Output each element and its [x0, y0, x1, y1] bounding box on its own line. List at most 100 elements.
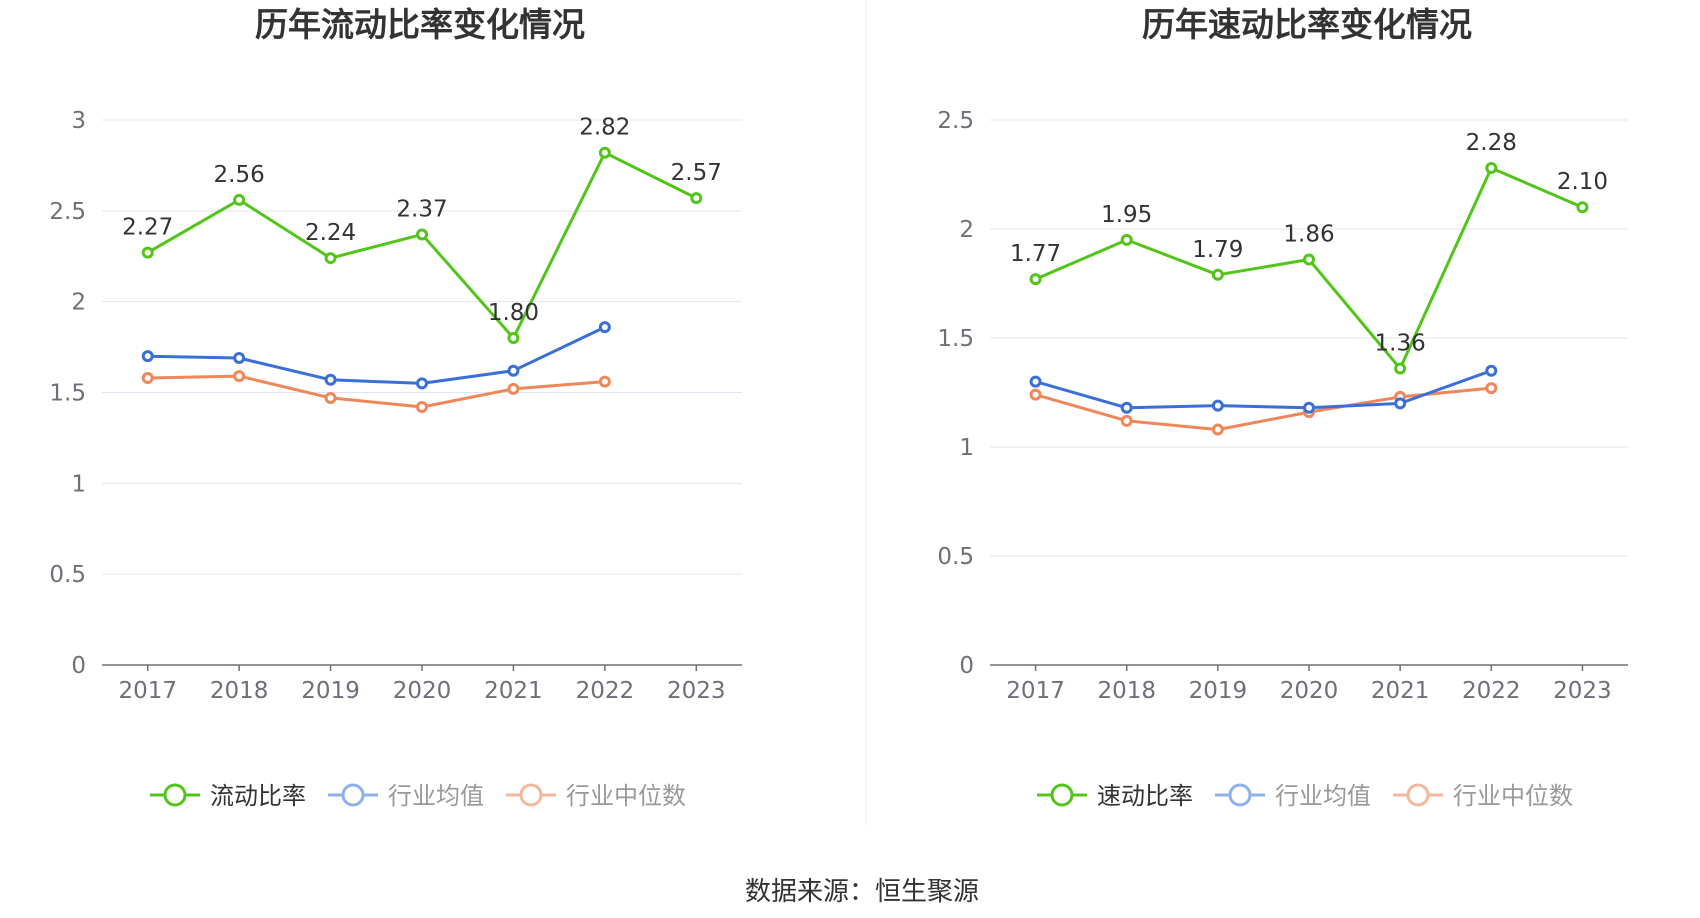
x-tick-label: 2023	[1553, 678, 1612, 704]
legend-label: 行业均值	[1275, 782, 1371, 810]
chart-title: 历年流动比率变化情况	[255, 5, 585, 44]
series-line-1	[147, 325, 606, 385]
data-point[interactable]	[1576, 201, 1589, 214]
legend-item-1[interactable]: 行业均值	[328, 782, 484, 810]
data-point[interactable]	[416, 377, 428, 390]
x-tick-label: 2021	[484, 678, 543, 704]
data-point[interactable]	[416, 228, 428, 241]
legend-label: 行业中位数	[1453, 782, 1573, 810]
data-label: 1.77	[1010, 241, 1061, 267]
y-tick-label: 1	[71, 471, 86, 497]
y-tick-label: 2	[959, 217, 974, 243]
legend-item-2[interactable]: 行业中位数	[1393, 782, 1573, 810]
data-label: 2.82	[579, 115, 630, 141]
data-point[interactable]	[507, 364, 520, 377]
data-point[interactable]	[324, 252, 337, 265]
quick-ratio-chart: 历年速动比率变化情况 0 0.5 1 1.5 2 2.5 2017 2018 2019 2020 20…	[937, 5, 1628, 810]
data-label: 2.27	[122, 215, 173, 241]
x-tick-label: 2019	[301, 678, 360, 704]
legend-marker-icon	[519, 783, 543, 807]
data-point[interactable]	[324, 391, 337, 404]
legend-item-0[interactable]: 速动比率	[1037, 782, 1193, 810]
legend-label: 行业中位数	[566, 782, 686, 810]
legend-marker-icon	[341, 783, 365, 807]
data-point[interactable]	[141, 246, 154, 259]
data-point[interactable]	[233, 351, 246, 364]
data-point[interactable]	[141, 371, 154, 384]
data-point[interactable]	[1485, 382, 1498, 395]
data-point[interactable]	[598, 375, 611, 388]
data-source-label: 数据来源：恒生聚源	[745, 877, 979, 907]
data-point[interactable]	[1120, 233, 1133, 246]
y-tick-label: 0	[71, 653, 86, 679]
data-point[interactable]	[1485, 364, 1498, 377]
x-tick-label: 2020	[1280, 678, 1339, 704]
y-tick-label: 2.5	[937, 108, 974, 134]
y-tick-label: 1	[959, 435, 974, 461]
y-tick-label: 0.5	[49, 562, 86, 588]
legend-item-2[interactable]: 行业中位数	[506, 782, 686, 810]
y-tick-label: 0	[959, 653, 974, 679]
data-point[interactable]	[1211, 423, 1224, 436]
x-tick-label: 2017	[118, 678, 177, 704]
y-tick-label: 3	[71, 108, 86, 134]
data-point[interactable]	[324, 373, 337, 386]
legend-label: 行业均值	[388, 782, 484, 810]
data-point[interactable]	[1394, 397, 1407, 410]
data-point[interactable]	[1303, 401, 1315, 414]
data-point[interactable]	[1394, 362, 1407, 375]
data-point[interactable]	[233, 193, 246, 206]
legend-item-0[interactable]: 流动比率	[150, 782, 306, 810]
data-point[interactable]	[141, 350, 154, 363]
legend-marker-icon	[1228, 783, 1252, 807]
data-point[interactable]	[507, 332, 520, 344]
data-point[interactable]	[1120, 401, 1133, 414]
data-label: 2.24	[305, 220, 356, 246]
data-point[interactable]	[1120, 414, 1133, 427]
y-tick-label: 2.5	[49, 199, 86, 225]
data-label: 2.57	[671, 160, 722, 186]
data-point[interactable]	[1211, 399, 1224, 412]
legend-marker-icon	[1050, 783, 1074, 807]
data-label: 2.56	[214, 162, 265, 188]
x-tick-label: 2022	[1462, 678, 1521, 704]
data-label: 1.95	[1101, 202, 1152, 228]
data-label: 1.86	[1283, 222, 1334, 248]
legend-marker-icon	[163, 783, 187, 807]
data-point[interactable]	[416, 401, 428, 414]
data-point[interactable]	[598, 146, 611, 159]
data-label: 2.37	[396, 196, 447, 222]
data-point[interactable]	[1029, 273, 1042, 286]
legend-item-1[interactable]: 行业均值	[1215, 782, 1371, 810]
data-point[interactable]	[690, 192, 703, 205]
x-tick-label: 2023	[667, 678, 726, 704]
data-point[interactable]	[598, 321, 611, 334]
y-tick-label: 1.5	[937, 326, 974, 352]
data-point[interactable]	[233, 370, 246, 383]
x-tick-label: 2018	[1097, 678, 1156, 704]
data-point[interactable]	[1029, 375, 1042, 388]
series-line-2	[147, 374, 606, 409]
data-point[interactable]	[1029, 388, 1042, 401]
legend-label: 速动比率	[1097, 782, 1193, 810]
data-label: 1.36	[1375, 331, 1426, 357]
data-point[interactable]	[1485, 161, 1498, 174]
chart-title: 历年速动比率变化情况	[1142, 5, 1472, 44]
legend-marker-icon	[1406, 783, 1430, 807]
y-tick-label: 0.5	[937, 544, 974, 570]
series-line-1	[1035, 369, 1492, 410]
data-label: 2.28	[1466, 130, 1517, 156]
x-tick-label: 2020	[393, 678, 452, 704]
legend-label: 流动比率	[210, 782, 306, 810]
y-tick-label: 1.5	[49, 381, 86, 407]
data-label: 2.10	[1557, 169, 1608, 195]
data-point[interactable]	[507, 382, 520, 395]
y-tick-label: 2	[71, 290, 86, 316]
data-label: 1.79	[1192, 237, 1243, 263]
data-point[interactable]	[1211, 268, 1224, 281]
data-label: 1.80	[488, 300, 539, 326]
data-point[interactable]	[1303, 253, 1315, 266]
series-line-2	[1035, 386, 1492, 432]
x-tick-label: 2018	[210, 678, 269, 704]
